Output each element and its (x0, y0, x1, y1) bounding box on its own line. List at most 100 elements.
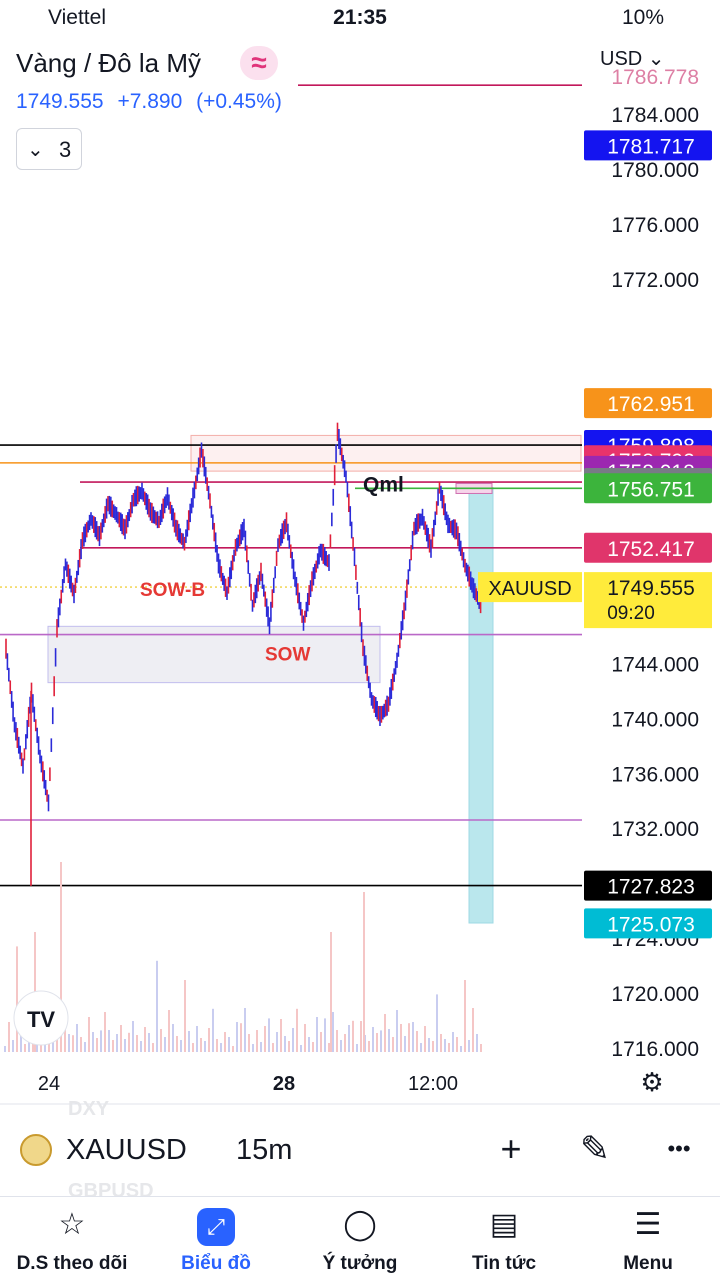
y-axis-tick: 1720.000 (611, 983, 699, 1006)
volume-bar (60, 862, 62, 1052)
volume-bar (324, 1018, 326, 1052)
tradingview-logo-text: TV (27, 1007, 55, 1032)
volume-bar (392, 1037, 394, 1052)
volume-bar (424, 1026, 426, 1052)
volume-bar (32, 1042, 34, 1052)
volume-bar (416, 1031, 418, 1052)
price-label-box (584, 908, 712, 939)
x-axis-tick: 28 (273, 1073, 295, 1095)
volume-bar (408, 1023, 410, 1052)
wave-badge[interactable]: ≈ (240, 46, 278, 80)
currency-selector[interactable]: USD ⌄ (600, 46, 665, 71)
volume-bar (336, 1030, 338, 1052)
price-summary: 1749.555 +7.890 (+0.45%) (16, 90, 290, 114)
tab-news[interactable]: ▤ Tin tức (432, 1203, 576, 1275)
tab-bar: ☆ D.S theo dõi ⤢ Biểu đồ ◯ Ý tưởng ▤ Tin… (0, 1196, 720, 1280)
volume-bar (200, 1038, 202, 1052)
volume-bar (124, 1039, 126, 1052)
volume-bar (236, 1022, 238, 1052)
volume-bar (184, 980, 186, 1052)
volume-bar (264, 1026, 266, 1052)
volume-bar (8, 1022, 10, 1052)
battery-label: 10% (622, 6, 665, 29)
volume-bar (108, 1030, 110, 1052)
price-chart[interactable]: 1784.000 1780.000 1776.000 1772.000 1744.000… (0, 36, 720, 1106)
volume-bar (380, 1030, 382, 1052)
volume-bar (412, 1022, 414, 1052)
annotation-qml: Qml (363, 474, 404, 497)
chevron-down-icon: ⌄ (27, 139, 44, 161)
volume-bar (420, 1043, 422, 1052)
volume-bar (116, 1034, 118, 1052)
volume-bar (432, 1041, 434, 1052)
carrier-label: Viettel (48, 6, 106, 29)
interval-selector[interactable]: 15m (236, 1134, 293, 1166)
tab-chart[interactable]: ⤢ Biểu đồ (144, 1203, 288, 1275)
y-axis-tick: 1732.000 (611, 818, 699, 841)
ghost-symbol-above: DXY (68, 1098, 110, 1120)
volume-bar (464, 980, 466, 1052)
volume-bar (440, 1034, 442, 1052)
news-icon: ▤ (489, 1208, 519, 1241)
volume-bar (428, 1038, 430, 1052)
volume-bar (452, 1032, 454, 1052)
symbol-selector[interactable]: XAUUSD (66, 1134, 187, 1166)
price-label-text: 1727.823 (607, 876, 695, 899)
y-axis-tick: 1772.000 (611, 269, 699, 292)
price-label-text: 1781.717 (607, 135, 695, 158)
volume-bar (156, 960, 158, 1052)
volume-bar (80, 1037, 82, 1052)
volume-bar (112, 1040, 114, 1052)
add-icon[interactable]: + (500, 1128, 522, 1169)
zone-supply (190, 434, 582, 472)
volume-bar (328, 1043, 330, 1052)
menu-icon: ☰ (634, 1208, 662, 1241)
volume-bar (84, 1042, 86, 1052)
volume-bar (352, 1020, 354, 1052)
tab-label: D.S theo dõi (16, 1253, 128, 1274)
volume-bar (4, 1046, 6, 1052)
volume-bar (356, 1044, 358, 1052)
y-axis-tick: 1744.000 (611, 653, 699, 676)
volume-bar (72, 1035, 74, 1052)
more-icon[interactable]: ••• (667, 1136, 691, 1161)
volume-bar (68, 1034, 70, 1052)
volume-bar (256, 1030, 258, 1052)
annotation-sow: SOW (265, 645, 310, 666)
volume-bar (300, 1045, 302, 1052)
volume-bar (448, 1043, 450, 1052)
y-axis-tick: 1736.000 (611, 763, 699, 786)
volume-bar (56, 1036, 58, 1052)
volume-bar (316, 1017, 318, 1052)
zone-sow (47, 625, 381, 684)
volume-bar (472, 1008, 474, 1052)
volume-bar (172, 1024, 174, 1052)
pencil-icon[interactable]: ✎ (579, 1128, 611, 1169)
volume-bar (180, 1040, 182, 1052)
y-axis-tick: 1780.000 (611, 159, 699, 182)
tab-ideas[interactable]: ◯ Ý tưởng (288, 1203, 432, 1275)
volume-bar (468, 1040, 470, 1052)
y-axis-tick: 1740.000 (611, 708, 699, 731)
chevron-down-icon: ⌄ (642, 48, 665, 70)
symbol-title[interactable]: Vàng / Đô la Mỹ (16, 48, 201, 78)
current-price-text: 1749.555 (607, 577, 695, 600)
volume-bar (164, 1037, 166, 1052)
volume-bar (372, 1027, 374, 1052)
volume-bar (456, 1037, 458, 1052)
volume-bar (128, 1032, 130, 1052)
indicators-collapse-button[interactable]: ⌄ 3 (16, 128, 82, 170)
volume-bar (360, 1021, 362, 1052)
volume-bar (363, 892, 365, 1052)
volume-bar (20, 1034, 22, 1052)
indicator-count: 3 (59, 137, 72, 162)
tab-menu[interactable]: ☰ Menu (576, 1203, 720, 1275)
volume-bar (92, 1032, 94, 1052)
volume-bar (276, 1032, 278, 1052)
tab-watchlist[interactable]: ☆ D.S theo dõi (0, 1203, 144, 1275)
volume-bar (348, 1025, 350, 1052)
x-axis-tick: 24 (38, 1073, 60, 1095)
price-change: +7.890 (117, 90, 183, 113)
volume-bar (76, 1024, 78, 1052)
current-price-box (584, 572, 712, 629)
